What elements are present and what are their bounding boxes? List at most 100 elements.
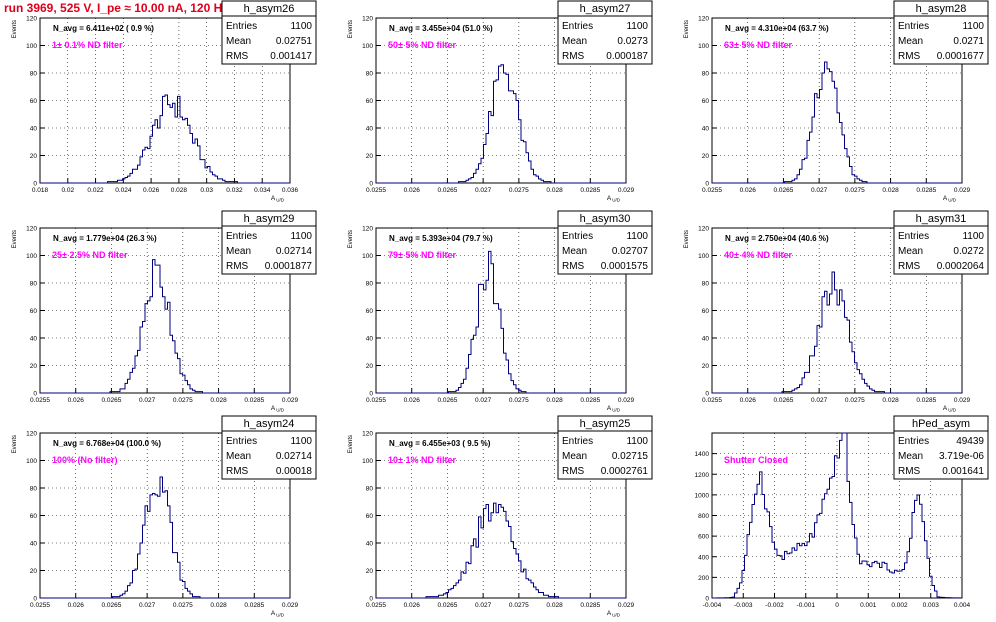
y-tick-label: 120 <box>26 16 37 23</box>
y-tick-label: 60 <box>30 513 38 520</box>
y-tick-label: 100 <box>26 458 37 465</box>
x-tick-label: 0.0285 <box>580 397 600 404</box>
x-tick-label: 0.027 <box>475 602 492 609</box>
x-tick-label: -0.003 <box>734 602 753 609</box>
y-tick-label: 0 <box>369 391 373 398</box>
filter-label: 1± 0.1% ND filter <box>52 40 123 50</box>
y-tick-label: 0 <box>705 596 709 603</box>
x-tick-label: 0.034 <box>254 187 271 194</box>
y-tick-label: 40 <box>702 126 710 133</box>
histogram-panel-h_asym27: 0.0255 0.026 0.0265 0.027 0.0275 0.028 0.0285 0… <box>348 0 653 203</box>
stats-value-entries: 1100 <box>626 436 648 447</box>
x-tick-label: 0.026 <box>68 602 85 609</box>
x-tick-label: 0.0275 <box>509 187 529 194</box>
stats-value-rms: 0.0002761 <box>601 466 649 477</box>
histogram-line <box>376 64 626 184</box>
histogram-line <box>40 476 290 599</box>
y-tick-label: 100 <box>698 43 709 50</box>
histogram-name: h_asym26 <box>244 3 295 15</box>
stats-value-rms: 0.0001877 <box>265 261 313 272</box>
stats-value-mean: 0.0271 <box>953 36 984 47</box>
x-tick-label: 0.027 <box>811 397 828 404</box>
y-axis-title: Events <box>12 230 18 248</box>
stats-value-mean: 0.0272 <box>953 246 984 257</box>
stats-label-rms: RMS <box>226 51 249 62</box>
x-tick-label: 0.0265 <box>437 602 457 609</box>
stats-value-entries: 1100 <box>962 21 984 32</box>
x-tick-label: 0.026 <box>404 602 421 609</box>
stats-label-mean: Mean <box>562 36 587 47</box>
x-axis-title: AU/D <box>271 405 285 413</box>
x-tick-label: 0.0275 <box>173 602 193 609</box>
y-tick-label: 100 <box>26 253 37 260</box>
stats-label-entries: Entries <box>562 436 593 447</box>
x-tick-label: 0.0255 <box>366 397 386 404</box>
histogram-line <box>376 250 626 394</box>
x-tick-label: 0.0265 <box>773 187 793 194</box>
x-tick-label: 0.0285 <box>916 187 936 194</box>
navg-label: N_avg = 6.455e+03 ( 9.5 %) <box>389 439 491 448</box>
x-tick-label: 0.026 <box>68 397 85 404</box>
x-tick-label: 0.03 <box>200 187 213 194</box>
x-tick-label: 0.026 <box>740 187 757 194</box>
y-axis-title: Events <box>348 230 354 248</box>
x-tick-label: -0.001 <box>797 602 816 609</box>
x-axis-title: AU/D <box>607 405 621 413</box>
y-tick-label: 80 <box>30 486 38 493</box>
histogram-name: h_asym27 <box>580 3 631 15</box>
y-tick-label: 60 <box>366 98 374 105</box>
stats-label-rms: RMS <box>562 51 585 62</box>
x-tick-label: 0.036 <box>282 187 299 194</box>
y-tick-label: 40 <box>30 336 38 343</box>
stats-value-mean: 0.02707 <box>612 246 649 257</box>
x-axis-title: AU/D <box>271 610 285 618</box>
x-tick-label: 0.027 <box>139 397 156 404</box>
x-tick-label: 0.0275 <box>845 187 865 194</box>
navg-label: N_avg = 5.393e+04 (79.7 %) <box>389 234 493 243</box>
filter-label: 10± 1% ND filter <box>388 455 456 465</box>
histogram-line <box>711 432 963 599</box>
stats-label-mean: Mean <box>226 246 251 257</box>
stats-label-rms: RMS <box>226 261 249 272</box>
histogram-panel-h_asym24: 0.0255 0.026 0.0265 0.027 0.0275 0.028 0.0285 0… <box>12 415 317 618</box>
y-axis-title: Events <box>348 435 354 453</box>
x-tick-label: 0.028 <box>171 187 188 194</box>
histogram-name: h_asym28 <box>916 3 967 15</box>
navg-label: N_avg = 6.768e+04 (100.0 %) <box>53 439 161 448</box>
x-tick-label: 0.0265 <box>773 397 793 404</box>
y-axis-title: Events <box>348 20 354 38</box>
stats-value-mean: 0.02751 <box>276 36 313 47</box>
x-tick-label: 0.0255 <box>702 397 722 404</box>
y-tick-label: 0 <box>369 596 373 603</box>
stats-box <box>557 15 653 65</box>
stats-label-entries: Entries <box>226 436 257 447</box>
histogram-panel-h_asym25: 0.0255 0.026 0.0265 0.027 0.0275 0.028 0.0285 0… <box>348 415 653 618</box>
y-tick-label: 80 <box>702 281 710 288</box>
x-tick-label: 0.0285 <box>580 602 600 609</box>
navg-label: N_avg = 2.750e+04 (40.6 %) <box>725 234 829 243</box>
stats-label-rms: RMS <box>562 466 585 477</box>
x-tick-label: 0.026 <box>740 397 757 404</box>
y-tick-label: 80 <box>366 486 374 493</box>
x-tick-label: 0.022 <box>87 187 104 194</box>
y-tick-label: 120 <box>26 226 37 233</box>
x-axis-title: AU/D <box>271 195 285 203</box>
x-tick-label: 0.0275 <box>509 397 529 404</box>
x-tick-label: 0.0255 <box>30 602 50 609</box>
stats-box <box>221 430 317 480</box>
histogram-name: hPed_asym <box>912 418 970 430</box>
x-tick-label: 0.0275 <box>173 397 193 404</box>
y-tick-label: 120 <box>698 226 709 233</box>
y-tick-label: 40 <box>366 541 374 548</box>
x-tick-label: 0.0255 <box>366 602 386 609</box>
stats-label-mean: Mean <box>226 451 251 462</box>
y-tick-label: 120 <box>698 16 709 23</box>
x-tick-label: 0.027 <box>475 397 492 404</box>
x-tick-label: 0.028 <box>546 397 563 404</box>
stats-value-entries: 49439 <box>956 436 984 447</box>
stats-value-entries: 1100 <box>290 231 312 242</box>
stats-box <box>893 15 989 65</box>
x-tick-label: 0.0255 <box>702 187 722 194</box>
stats-value-rms: 0.0001677 <box>937 51 985 62</box>
